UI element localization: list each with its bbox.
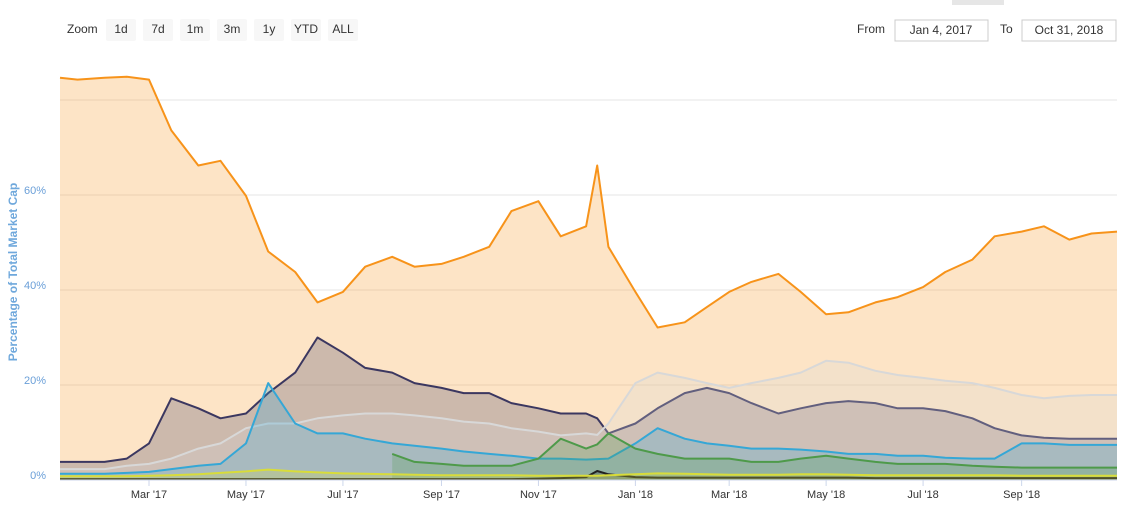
series-line bbox=[60, 359, 1117, 471]
series-area bbox=[392, 433, 1117, 480]
series-area bbox=[60, 469, 1117, 480]
series-line bbox=[60, 468, 1117, 478]
zoom-button[interactable] bbox=[328, 19, 358, 41]
zoom-button[interactable] bbox=[143, 19, 173, 41]
zoom-button-label[interactable]: 7d bbox=[151, 22, 164, 36]
y-tick-label: 20% bbox=[24, 375, 46, 387]
zoom-button-label[interactable]: 1y bbox=[263, 22, 276, 36]
zoom-button[interactable] bbox=[106, 19, 136, 41]
from-value[interactable]: Jan 4, 2017 bbox=[910, 23, 973, 37]
x-tick-label: May '17 bbox=[227, 489, 265, 501]
series-line bbox=[60, 382, 1117, 475]
series-area bbox=[60, 383, 1117, 480]
x-tick-label: Sep '18 bbox=[1003, 489, 1040, 501]
zoom-button[interactable] bbox=[217, 19, 247, 41]
series-line bbox=[59, 75, 1118, 329]
y-tick-label: 0% bbox=[30, 470, 46, 482]
series-line bbox=[60, 336, 1117, 463]
zoom-button[interactable] bbox=[254, 19, 284, 41]
y-axis-title: Percentage of Total Market Cap bbox=[6, 183, 20, 362]
series-line bbox=[60, 470, 1117, 481]
y-tick-label: 60% bbox=[24, 185, 46, 197]
x-tick-label: Jul '17 bbox=[327, 489, 358, 501]
zoom-button-label[interactable]: 3m bbox=[224, 22, 241, 36]
x-tick-label: Sep '17 bbox=[423, 489, 460, 501]
x-tick-label: Mar '17 bbox=[131, 489, 167, 501]
zoom-button-label[interactable]: 1m bbox=[187, 22, 204, 36]
zoom-button-label[interactable]: YTD bbox=[294, 22, 318, 36]
zoom-button-label[interactable]: 1d bbox=[114, 22, 127, 36]
y-tick-label: 40% bbox=[24, 280, 46, 292]
to-value[interactable]: Oct 31, 2018 bbox=[1035, 23, 1104, 37]
series-area bbox=[60, 76, 1117, 480]
x-tick-label: Jul '18 bbox=[907, 489, 938, 501]
to-input[interactable] bbox=[1021, 19, 1117, 42]
from-label: From bbox=[857, 22, 885, 36]
scroll-handle bbox=[952, 0, 1004, 5]
x-tick-label: May '18 bbox=[807, 489, 845, 501]
series-area bbox=[60, 337, 1117, 480]
to-label: To bbox=[1000, 22, 1013, 36]
zoom-label: Zoom bbox=[67, 22, 98, 36]
x-tick-label: Nov '17 bbox=[520, 489, 557, 501]
zoom-button-label[interactable]: ALL bbox=[332, 22, 354, 36]
x-tick-label: Jan '18 bbox=[618, 489, 653, 501]
series-area bbox=[60, 360, 1117, 480]
from-input[interactable] bbox=[894, 19, 989, 42]
x-tick-label: Mar '18 bbox=[711, 489, 747, 501]
zoom-button[interactable] bbox=[180, 19, 210, 41]
zoom-button[interactable] bbox=[291, 19, 321, 41]
series-line bbox=[391, 432, 1117, 469]
